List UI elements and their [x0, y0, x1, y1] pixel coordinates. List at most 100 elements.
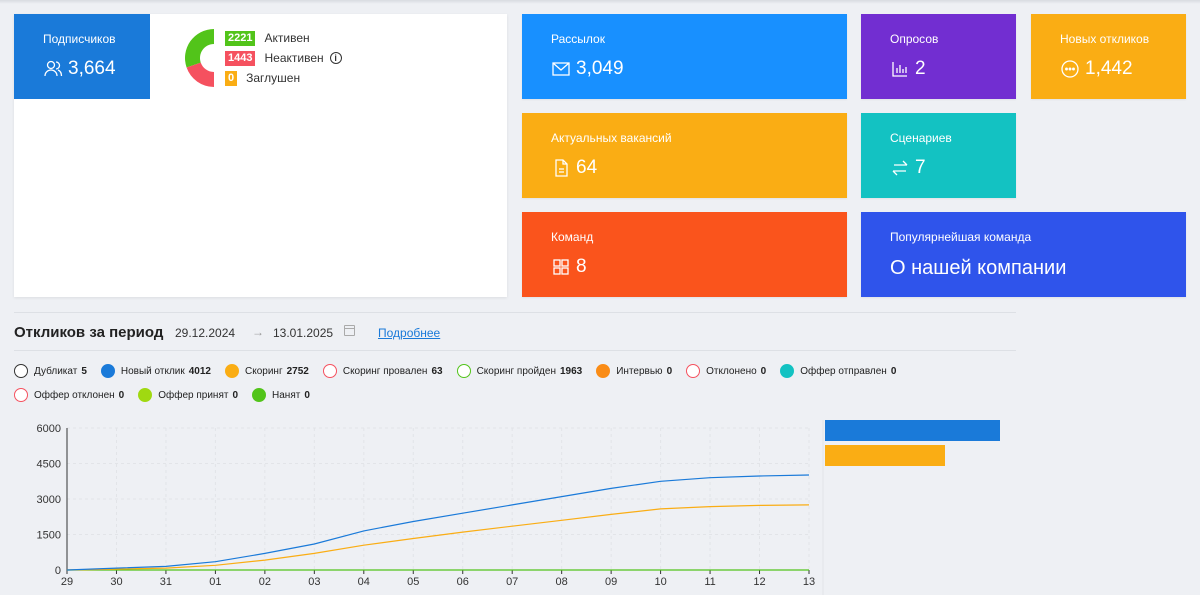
date-range-arrow: →: [252, 325, 264, 339]
legend-dot-icon: [14, 388, 28, 402]
legend-item[interactable]: Нанят 0: [252, 388, 310, 402]
commands-title: Команд: [551, 230, 594, 244]
legend-item[interactable]: Скоринг пройден 1963: [456, 364, 583, 378]
legend-label: Скоринг: [245, 365, 283, 377]
legend-count: 1963: [559, 365, 583, 377]
legend-row-inactive: 1443 Неактивен i: [225, 48, 342, 68]
legend-dot-icon: [225, 364, 239, 378]
vacancies-card[interactable]: Актуальных вакансий 64: [522, 113, 847, 198]
total-bar: [825, 445, 946, 466]
legend-item[interactable]: Отклонено 0: [686, 364, 766, 378]
mailings-title: Рассылок: [551, 32, 605, 46]
x-tick-label: 03: [308, 576, 320, 588]
new-responses-value-row: 1,442: [1060, 58, 1133, 80]
y-tick-label: 0: [55, 565, 61, 577]
polls-value: 2: [915, 58, 926, 79]
series-line: [66, 504, 810, 571]
calendar-icon[interactable]: [344, 325, 355, 336]
new-responses-card[interactable]: Новых откликов 1,442: [1031, 14, 1186, 99]
subscribers-panel: Подписчиков 3,664 2221 Активен 1443 Неак…: [14, 14, 507, 297]
polls-card[interactable]: Опросов 2: [861, 14, 1016, 99]
legend-item[interactable]: Скоринг 2752: [225, 364, 309, 378]
popular-command-card[interactable]: Популярнейшая команда О нашей компании: [861, 212, 1186, 297]
polls-value-row: 2: [890, 58, 926, 80]
x-tick-label: 10: [654, 576, 666, 588]
legend-label: Оффер отправлен: [800, 365, 887, 377]
scenarios-title: Сценариев: [890, 131, 952, 145]
muted-label: Заглушен: [246, 71, 301, 85]
legend-dot-icon: [322, 364, 337, 378]
subscribers-donut-chart: [185, 29, 214, 87]
legend-count: 0: [118, 389, 125, 401]
info-icon[interactable]: i: [329, 52, 342, 64]
legend-label: Скоринг провален: [342, 365, 428, 377]
section-divider-top: [14, 312, 1016, 313]
x-tick-label: 31: [160, 576, 172, 588]
document-icon: [555, 159, 568, 177]
date-to[interactable]: 13.01.2025: [273, 326, 334, 340]
x-tick-label: 08: [556, 576, 568, 588]
inactive-label: Неактивен: [264, 51, 324, 65]
mail-icon: [552, 62, 570, 76]
legend-item[interactable]: Оффер отправлен 0: [780, 364, 896, 378]
legend-item[interactable]: Новый отклик 4012: [100, 364, 211, 378]
legend-count: 0: [666, 365, 673, 377]
y-tick-label: 4500: [37, 459, 61, 471]
new-responses-value: 1,442: [1085, 58, 1133, 79]
bar-chart-icon: [892, 62, 907, 77]
legend-count: 5: [81, 365, 87, 377]
legend-count: 0: [232, 389, 239, 401]
vacancies-value: 64: [576, 157, 598, 178]
x-tick-label: 06: [457, 576, 469, 588]
legend-row-active: 2221 Активен: [225, 28, 342, 48]
donut-segment-active: [185, 29, 214, 68]
date-from[interactable]: 29.12.2024: [175, 326, 236, 340]
subscribers-legend: 2221 Активен 1443 Неактивен i 0 Заглушен: [225, 28, 342, 88]
x-tick-label: 13: [803, 576, 815, 588]
legend-label: Скоринг пройден: [476, 365, 556, 377]
status-legend: Дубликат 5 Новый отклик 4012 Скоринг 2752 Скор…: [14, 364, 974, 402]
more-details-link[interactable]: Подробнее: [378, 326, 441, 340]
legend-dot-icon: [138, 388, 153, 402]
legend-item[interactable]: Дубликат 5: [14, 364, 87, 378]
commands-value: 8: [576, 256, 587, 277]
commands-card[interactable]: Команд 8: [522, 212, 847, 297]
legend-label: Нанят: [272, 389, 301, 401]
legend-item[interactable]: Оффер отклонен 0: [14, 388, 124, 402]
x-tick-label: 02: [259, 576, 271, 588]
legend-item[interactable]: Интервью 0: [596, 364, 672, 378]
active-label: Активен: [264, 31, 310, 45]
active-count-badge: 2221: [225, 30, 256, 46]
polls-title: Опросов: [890, 32, 939, 46]
mailings-value: 3,049: [576, 58, 624, 79]
new-responses-title: Новых откликов: [1060, 32, 1150, 46]
mailings-value-row: 3,049: [551, 58, 624, 80]
inactive-count-badge: 1443: [225, 50, 256, 66]
vacancies-title: Актуальных вакансий: [551, 131, 672, 145]
scenarios-card[interactable]: Сценариев 7: [861, 113, 1016, 198]
top-shade: [0, 0, 1200, 4]
chat-icon: [1061, 60, 1079, 78]
muted-count-badge: 0: [225, 70, 238, 86]
x-tick-label: 11: [704, 576, 715, 588]
subscribers-title: Подписчиков: [43, 32, 116, 46]
legend-dot-icon: [780, 364, 795, 378]
legend-label: Оффер отклонен: [34, 389, 115, 401]
subscribers-value: 3,664: [68, 58, 116, 79]
legend-item[interactable]: Оффер принят 0: [138, 388, 238, 402]
subscribers-card[interactable]: Подписчиков 3,664: [14, 14, 150, 99]
legend-item[interactable]: Скоринг провален 63: [322, 364, 443, 378]
vacancies-value-row: 64: [551, 157, 597, 179]
total-bar: [825, 420, 1000, 441]
x-tick-label: 29: [61, 576, 73, 588]
legend-dot-icon: [686, 364, 701, 378]
legend-dot-icon: [252, 388, 267, 402]
legend-label: Новый отклик: [120, 365, 185, 377]
x-tick-label: 30: [110, 576, 122, 588]
legend-dot-icon: [596, 364, 611, 378]
mailings-card[interactable]: Рассылок 3,049: [522, 14, 847, 99]
x-tick-label: 09: [605, 576, 617, 588]
x-tick-label: 05: [407, 576, 419, 588]
responses-line-chart: 0 1500 3000 4500 6000 29 30 31 01 02 03 04 05 06 07 08 0…: [37, 420, 824, 595]
popular-command-title: Популярнейшая команда: [890, 230, 1032, 244]
